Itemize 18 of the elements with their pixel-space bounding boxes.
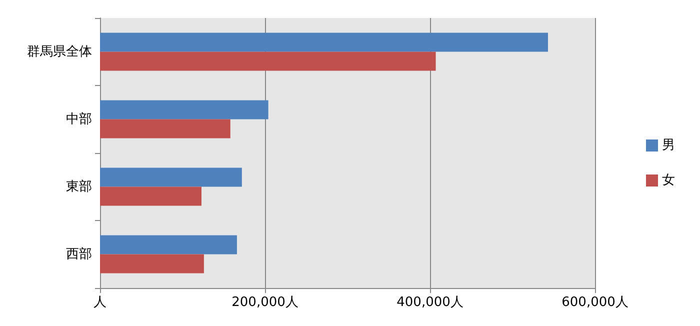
- legend-label: 男: [662, 138, 675, 153]
- bar: [100, 168, 242, 187]
- y-tick-label: 西部: [66, 246, 92, 262]
- bar: [100, 254, 204, 274]
- x-tick-label: 400,000人: [396, 295, 464, 310]
- bar: [100, 119, 230, 138]
- bar: [100, 186, 202, 206]
- x-tick-label: 200,000人: [232, 295, 298, 310]
- y-tick-label: 中部: [66, 112, 92, 127]
- bar: [100, 235, 237, 254]
- bar: [100, 32, 548, 52]
- bar: [100, 52, 436, 71]
- bar: [100, 100, 268, 120]
- y-tick-label: 東部: [66, 179, 92, 194]
- y-tick-label: 群馬県全体: [27, 44, 92, 60]
- x-tick-label: 人: [94, 295, 106, 310]
- legend-label: 女: [662, 173, 675, 188]
- x-tick-label: 600,000人: [562, 295, 628, 310]
